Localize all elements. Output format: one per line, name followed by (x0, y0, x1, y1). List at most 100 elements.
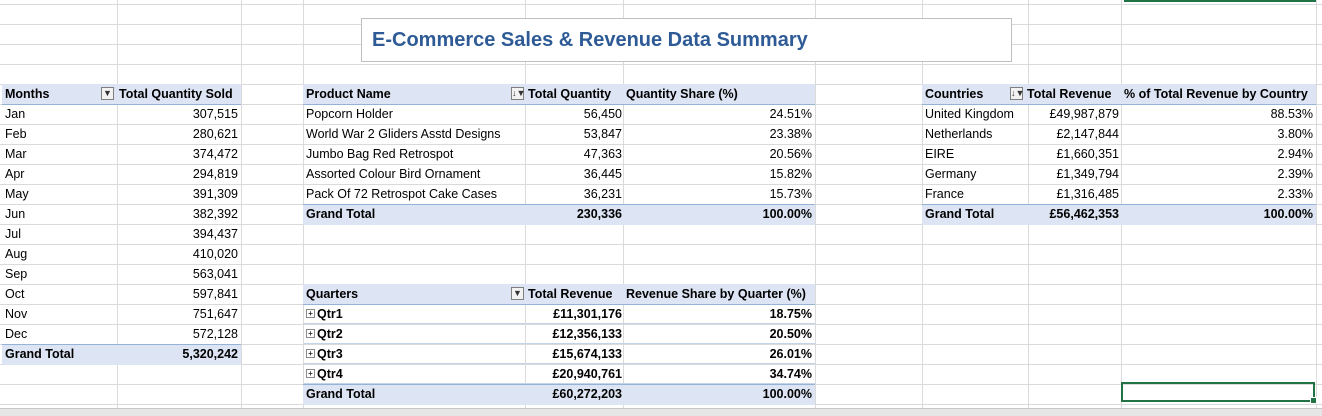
quarters-header[interactable]: Quarters (306, 287, 359, 301)
sort-filter-icon[interactable]: ↓▼ (511, 87, 526, 100)
grand-total-label[interactable]: Grand Total (306, 387, 376, 401)
grand-total-label[interactable]: Grand Total (5, 347, 75, 361)
fill-handle[interactable] (1310, 397, 1317, 404)
filter-icon[interactable]: ▼ (101, 87, 114, 100)
month-quantity[interactable]: 597,841 (192, 287, 238, 301)
quarter-label[interactable]: + Qtr4 (306, 364, 343, 384)
month-quantity[interactable]: 572,128 (192, 327, 238, 341)
expand-icon[interactable]: + (306, 369, 315, 379)
month-label[interactable]: Feb (5, 127, 27, 141)
product-quantity[interactable]: 47,363 (583, 147, 622, 161)
grand-total-share[interactable]: 100.00% (762, 387, 812, 401)
country-name[interactable]: Germany (925, 167, 977, 181)
product-quantity[interactable]: 36,231 (583, 187, 622, 201)
grand-total-quantity[interactable]: 230,336 (576, 207, 622, 221)
quarter-label[interactable]: + Qtr3 (306, 344, 343, 364)
grand-total-label[interactable]: Grand Total (925, 207, 995, 221)
month-quantity[interactable]: 374,472 (192, 147, 238, 161)
product-share[interactable]: 23.38% (769, 127, 812, 141)
quarter-revenue[interactable]: £15,674,133 (552, 347, 622, 361)
country-revenue[interactable]: £2,147,844 (1056, 127, 1119, 141)
quarter-share[interactable]: 18.75% (769, 307, 812, 321)
product-name[interactable]: World War 2 Gliders Asstd Designs (306, 127, 501, 141)
filter-icon[interactable]: ▼ (511, 287, 524, 300)
country-name[interactable]: United Kingdom (925, 107, 1014, 121)
product-quantity[interactable]: 56,450 (583, 107, 622, 121)
quarter-revenue[interactable]: £12,356,133 (552, 327, 622, 341)
month-label[interactable]: Jun (5, 207, 26, 221)
month-quantity[interactable]: 280,621 (192, 127, 238, 141)
months-header[interactable]: Months (5, 87, 50, 101)
month-label[interactable]: Mar (5, 147, 27, 161)
product-name[interactable]: Popcorn Holder (306, 107, 393, 121)
quarter-share[interactable]: 34.74% (769, 367, 812, 381)
active-cell-selection[interactable] (1121, 382, 1317, 404)
countries-header[interactable]: Countries (925, 87, 984, 101)
expand-icon[interactable]: + (306, 309, 315, 319)
quantity-share-header[interactable]: Quantity Share (%) (626, 87, 738, 101)
grand-total-label[interactable]: Grand Total (306, 207, 376, 221)
month-label[interactable]: Aug (5, 247, 28, 261)
country-pct[interactable]: 3.80% (1277, 127, 1313, 141)
month-label[interactable]: Apr (5, 167, 25, 181)
country-pct[interactable]: 2.33% (1277, 187, 1313, 201)
grand-total-value[interactable]: 5,320,242 (182, 347, 238, 361)
month-label[interactable]: Dec (5, 327, 28, 341)
total-revenue-header[interactable]: Total Revenue (528, 287, 613, 301)
month-label[interactable]: May (5, 187, 29, 201)
product-name-header[interactable]: Product Name (306, 87, 391, 101)
product-share[interactable]: 24.51% (769, 107, 812, 121)
grand-total-revenue[interactable]: £56,462,353 (1049, 207, 1119, 221)
product-quantity[interactable]: 53,847 (583, 127, 622, 141)
product-name[interactable]: Jumbo Bag Red Retrospot (306, 147, 454, 161)
title-textbox[interactable]: E-Commerce Sales & Revenue Data Summary (361, 18, 1012, 62)
grand-total-revenue[interactable]: £60,272,203 (552, 387, 622, 401)
month-label[interactable]: Nov (5, 307, 28, 321)
country-name[interactable]: France (925, 187, 964, 201)
quarter-share[interactable]: 20.50% (769, 327, 812, 341)
month-quantity[interactable]: 394,437 (192, 227, 238, 241)
revenue-pct-header[interactable]: % of Total Revenue by Country (1124, 87, 1308, 101)
total-revenue-header[interactable]: Total Revenue (1027, 87, 1112, 101)
product-name[interactable]: Pack Of 72 Retrospot Cake Cases (306, 187, 498, 201)
product-share[interactable]: 20.56% (769, 147, 812, 161)
country-revenue[interactable]: £49,987,879 (1049, 107, 1119, 121)
country-pct[interactable]: 2.94% (1277, 147, 1313, 161)
month-label[interactable]: Jul (5, 227, 21, 241)
quarter-revenue[interactable]: £11,301,176 (553, 307, 622, 321)
country-name[interactable]: Netherlands (925, 127, 993, 141)
expand-icon[interactable]: + (306, 349, 315, 359)
total-quantity-header[interactable]: Total Quantity (528, 87, 612, 101)
month-label[interactable]: Sep (5, 267, 28, 281)
month-quantity[interactable]: 751,647 (192, 307, 238, 321)
sort-filter-icon[interactable]: ↓▼ (1010, 87, 1025, 100)
product-share[interactable]: 15.82% (769, 167, 812, 181)
country-pct[interactable]: 88.53% (1270, 107, 1313, 121)
country-revenue[interactable]: £1,349,794 (1056, 167, 1119, 181)
product-quantity[interactable]: 36,445 (583, 167, 622, 181)
product-name[interactable]: Assorted Colour Bird Ornament (306, 167, 481, 181)
expand-icon[interactable]: + (306, 329, 315, 339)
month-quantity[interactable]: 382,392 (192, 207, 238, 221)
grand-total-share[interactable]: 100.00% (762, 207, 812, 221)
revenue-share-header[interactable]: Revenue Share by Quarter (%) (626, 287, 806, 301)
quarter-revenue[interactable]: £20,940,761 (552, 367, 622, 381)
country-revenue[interactable]: £1,316,485 (1056, 187, 1119, 201)
month-label[interactable]: Oct (5, 287, 25, 301)
month-quantity[interactable]: 294,819 (192, 167, 238, 181)
month-quantity[interactable]: 391,309 (192, 187, 238, 201)
total-quantity-sold-header[interactable]: Total Quantity Sold (119, 87, 233, 101)
month-quantity[interactable]: 307,515 (192, 107, 238, 121)
month-quantity[interactable]: 410,020 (192, 247, 238, 261)
country-name[interactable]: EIRE (925, 147, 955, 161)
quarter-label[interactable]: + Qtr2 (306, 324, 343, 344)
sheet-tab-bar[interactable] (0, 408, 1322, 416)
country-pct[interactable]: 2.39% (1277, 167, 1313, 181)
month-quantity[interactable]: 563,041 (192, 267, 238, 281)
grand-total-pct[interactable]: 100.00% (1263, 207, 1313, 221)
month-label[interactable]: Jan (5, 107, 26, 121)
product-share[interactable]: 15.73% (769, 187, 812, 201)
country-revenue[interactable]: £1,660,351 (1056, 147, 1119, 161)
quarter-share[interactable]: 26.01% (769, 347, 812, 361)
quarter-label[interactable]: + Qtr1 (306, 304, 343, 324)
